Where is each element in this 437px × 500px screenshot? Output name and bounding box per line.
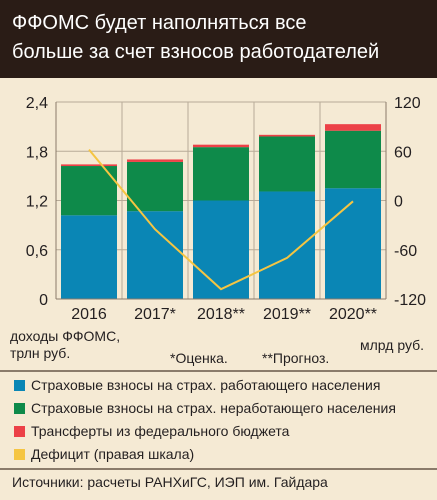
bar-segment-working	[61, 215, 117, 299]
y-right-tick-label: 120	[394, 95, 421, 112]
estimate-note: *Оценка.	[170, 350, 228, 366]
y-left-tick-label: 0,6	[26, 243, 48, 260]
bar-segment-transfers	[127, 159, 183, 162]
bar-segment-transfers	[61, 164, 117, 167]
bar-segment-nonworking	[127, 161, 183, 212]
legend-swatch-working	[14, 380, 25, 391]
legend-item-working: Страховые взносы на страх. работающего н…	[4, 374, 424, 397]
bar-segment-nonworking	[325, 130, 381, 189]
legend-item-deficit: Дефицит (правая шкала)	[4, 443, 424, 466]
bar-segment-working	[325, 188, 381, 299]
x-tick-label: 2019**	[263, 306, 311, 323]
chart-area: 0 0,6 1,2 1,8 2,4 -120 -60 0 60 120 2016 2017* 2018*…	[26, 95, 426, 323]
legend-swatch-transfers	[14, 426, 25, 437]
bar-segment-transfers	[325, 124, 381, 131]
x-tick-label: 2018**	[197, 306, 245, 323]
forecast-note: **Прогноз.	[262, 350, 330, 366]
bar-segment-nonworking	[61, 166, 117, 216]
y-left-tick-label: 1,2	[26, 194, 48, 211]
chart-title-line-2: больше за счет взносов работодателей	[12, 41, 380, 63]
legend-swatch-nonworking	[14, 403, 25, 414]
bar-segment-transfers	[259, 134, 315, 137]
source-note: Источники: расчеты РАНХиГС, ИЭП им. Гайд…	[12, 474, 328, 490]
title-band: ФФОМС будет наполняться все больше за сч…	[0, 0, 437, 78]
bar-segment-working	[193, 200, 249, 299]
legend-divider	[0, 370, 437, 372]
legend-item-nonworking: Страховые взносы на страх. неработающего…	[4, 397, 424, 420]
x-tick-label: 2016	[71, 306, 107, 323]
legend-label-working: Страховые взносы на страх. работающего н…	[31, 377, 381, 393]
legend-label-deficit: Дефицит (правая шкала)	[31, 446, 195, 462]
y-right-tick-label: 60	[394, 144, 412, 161]
y-right-tick-label: -120	[394, 292, 426, 309]
legend-swatch-deficit	[14, 449, 25, 460]
x-tick-label: 2017*	[134, 306, 176, 323]
legend-label-transfers: Трансферты из федерального бюджета	[31, 423, 290, 439]
legend: Страховые взносы на страх. работающего н…	[4, 374, 424, 466]
legend-label-nonworking: Страховые взносы на страх. неработающего…	[31, 400, 396, 416]
y-left-tick-label: 2,4	[26, 95, 48, 112]
chart-title-line-1: ФФОМС будет наполняться все	[12, 12, 307, 34]
bar-segment-nonworking	[193, 147, 249, 201]
legend-item-transfers: Трансферты из федерального бюджета	[4, 420, 424, 443]
bar-segment-nonworking	[259, 136, 315, 192]
y-right-tick-label: 0	[394, 194, 403, 211]
left-axis-unit-line-1: доходы ФФОМС,	[10, 328, 121, 344]
deficit-line	[88, 148, 354, 291]
y-right-tick-label: -60	[394, 243, 417, 260]
bar-segment-working	[259, 191, 315, 299]
right-axis-unit: млрд руб.	[360, 337, 425, 353]
source-divider	[0, 468, 437, 470]
x-tick-label: 2020**	[329, 306, 377, 323]
bar-segment-working	[127, 211, 183, 299]
y-left-tick-label: 1,8	[26, 144, 48, 161]
y-left-tick-label: 0	[39, 292, 48, 309]
left-axis-unit-line-2: трлн руб.	[10, 345, 71, 361]
bar-segment-transfers	[193, 144, 249, 148]
